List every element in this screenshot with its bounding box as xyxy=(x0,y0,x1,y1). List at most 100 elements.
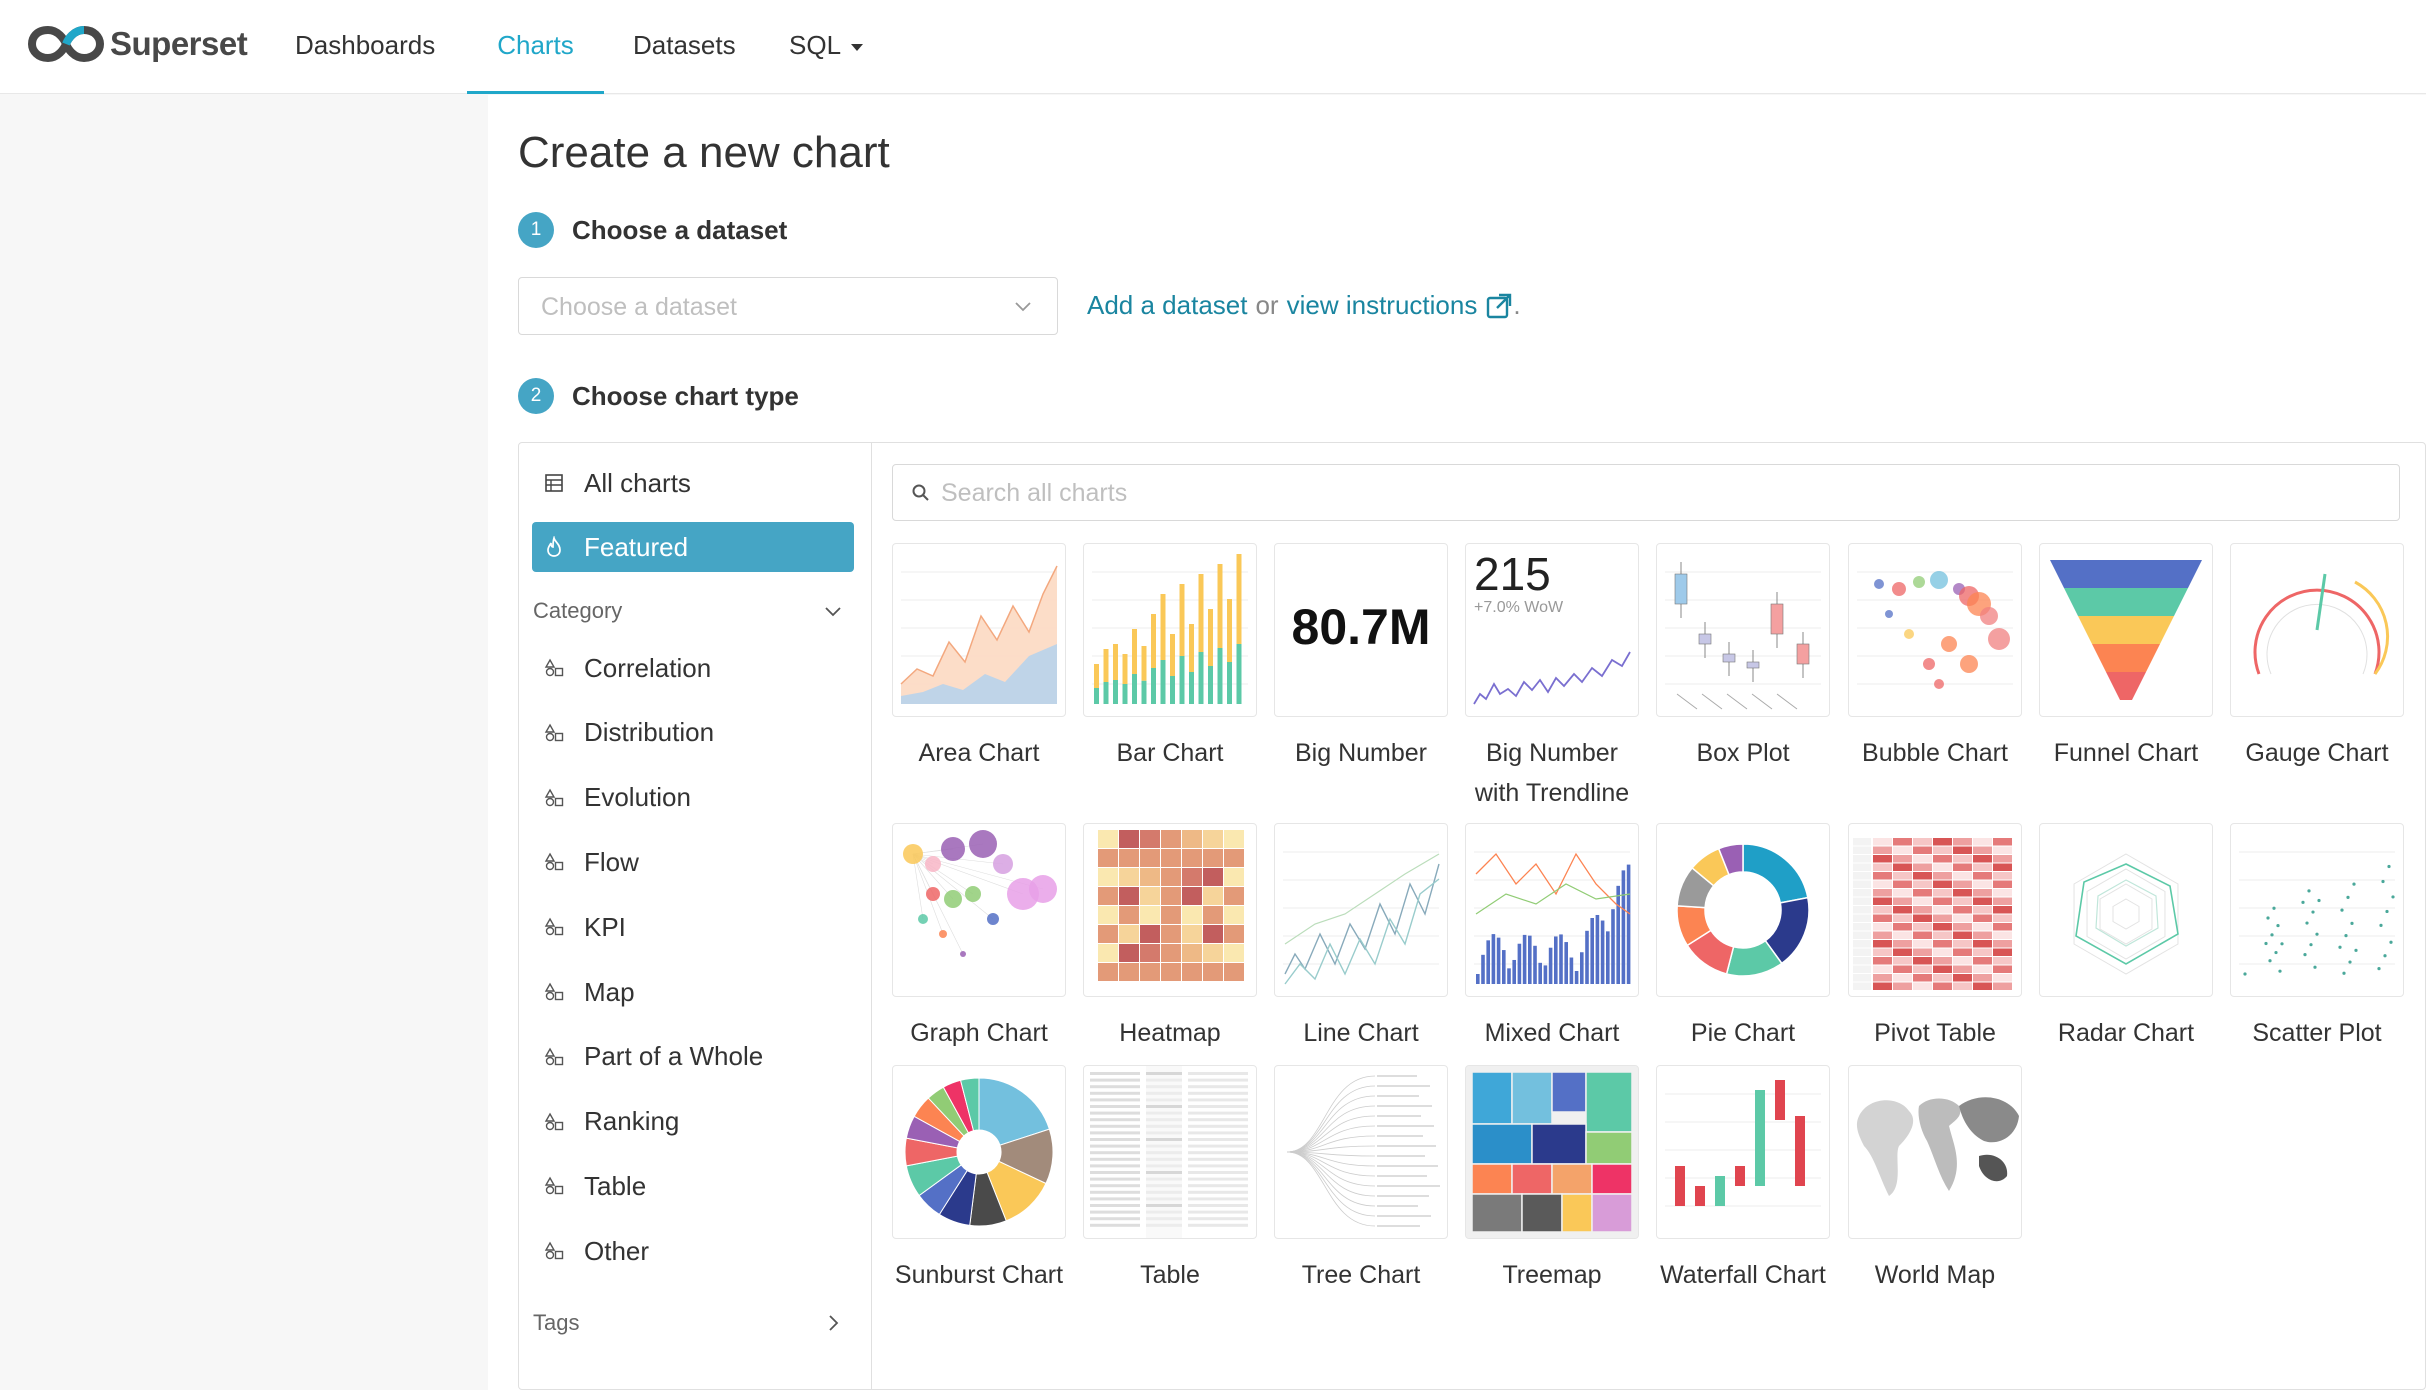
chart-thumbnail-trendline[interactable]: 215 +7.0% WoW xyxy=(1465,543,1639,717)
chart-card-label: Pie Chart xyxy=(1690,1019,1796,1047)
view-instructions-link[interactable]: view instructions xyxy=(1286,290,1478,320)
sidebar-item-label: Distribution xyxy=(584,717,715,748)
chart-card-table[interactable]: Table xyxy=(1083,1065,1257,1295)
sidebar-item-label: Map xyxy=(584,976,635,1007)
chart-card-funnel[interactable]: Funnel Chart xyxy=(2039,543,2213,773)
chart-thumbnail-funnel[interactable] xyxy=(2039,543,2213,717)
nav-sql[interactable]: SQL xyxy=(789,0,864,94)
step-number-1: 1 xyxy=(518,212,554,248)
nav-dashboards[interactable]: Dashboards xyxy=(295,30,436,60)
sidebar-item-category[interactable]: Flow xyxy=(532,837,854,887)
sidebar-item-category[interactable]: KPI xyxy=(532,902,854,952)
trendline-value: 215 xyxy=(1474,548,1551,600)
chart-thumbnail-scatter[interactable] xyxy=(2230,823,2404,997)
category-icon xyxy=(542,1239,566,1263)
chart-card-bar[interactable]: Bar Chart xyxy=(1083,543,1257,773)
chart-thumbnail-radar[interactable] xyxy=(2039,823,2213,997)
chart-thumbnail-waterfall[interactable] xyxy=(1656,1065,1830,1239)
chart-card-heatmap[interactable]: Heatmap xyxy=(1083,823,1257,1053)
superset-logo-icon xyxy=(28,25,104,63)
chart-thumbnail-heatmap[interactable] xyxy=(1083,823,1257,997)
chart-card-bubble[interactable]: Bubble Chart xyxy=(1848,543,2022,773)
sidebar-item-category[interactable]: Ranking xyxy=(532,1097,854,1147)
chart-card-graph[interactable]: Graph Chart xyxy=(892,823,1066,1053)
chart-thumbnail-gauge[interactable] xyxy=(2230,543,2404,717)
category-heading-label: Category xyxy=(533,598,623,623)
chart-thumbnail-pie[interactable] xyxy=(1656,823,1830,997)
chart-thumbnail-worldmap[interactable] xyxy=(1848,1065,2022,1239)
trendline-change: +7.0% WoW xyxy=(1474,599,1564,616)
chart-card-label: Heatmap xyxy=(1119,1019,1221,1047)
chart-card-treemap[interactable]: Treemap xyxy=(1465,1065,1639,1295)
category-heading[interactable]: Category xyxy=(533,598,843,624)
sidebar-item-category[interactable]: Evolution xyxy=(532,773,854,823)
chart-thumbnail-line[interactable] xyxy=(1274,823,1448,997)
chart-card-mixed[interactable]: Mixed Chart xyxy=(1465,823,1639,1053)
chart-card-label: Scatter Plot xyxy=(2252,1019,2382,1047)
nav-datasets[interactable]: Datasets xyxy=(633,30,736,60)
chart-card-waterfall[interactable]: Waterfall Chart xyxy=(1656,1065,1830,1295)
chart-search-input[interactable]: Search all charts xyxy=(892,464,2400,521)
chart-card-label: Table xyxy=(1140,1261,1200,1289)
chart-card-label: Radar Chart xyxy=(2057,1019,2195,1047)
chart-card-pivot[interactable]: Pivot Table xyxy=(1848,823,2022,1053)
chart-thumbnail-pivot[interactable] xyxy=(1848,823,2022,997)
chart-thumbnail-bar[interactable] xyxy=(1083,543,1257,717)
sidebar-item-featured[interactable]: Featured xyxy=(532,522,854,572)
chart-thumbnail-bubble[interactable] xyxy=(1848,543,2022,717)
sidebar-item-label: All charts xyxy=(584,467,691,498)
external-link-icon[interactable] xyxy=(1485,292,1513,320)
chart-card-box[interactable]: Box Plot xyxy=(1656,543,1830,773)
chart-card-label: Bubble Chart xyxy=(1862,739,2008,767)
sidebar-item-category[interactable]: Correlation xyxy=(532,643,854,693)
dataset-select-placeholder: Choose a dataset xyxy=(541,293,737,321)
chart-card-line[interactable]: Line Chart xyxy=(1274,823,1448,1053)
chart-card-pie[interactable]: Pie Chart xyxy=(1656,823,1830,1053)
chart-thumbnail-box[interactable] xyxy=(1656,543,1830,717)
chart-card-worldmap[interactable]: World Map xyxy=(1848,1065,2022,1295)
dataset-select[interactable]: Choose a dataset xyxy=(518,277,1058,335)
tags-heading[interactable]: Tags xyxy=(533,1310,843,1336)
chart-card-bignumber[interactable]: 80.7M Big Number xyxy=(1274,543,1448,773)
chart-card-label: Waterfall Chart xyxy=(1660,1261,1826,1289)
or-text: or xyxy=(1255,290,1279,320)
chart-card-gauge[interactable]: Gauge Chart xyxy=(2230,543,2404,773)
chart-card-label: Treemap xyxy=(1502,1261,1602,1289)
category-icon xyxy=(542,1110,566,1134)
chart-thumbnail-bignumber[interactable]: 80.7M xyxy=(1274,543,1448,717)
chevron-right-icon xyxy=(829,1315,839,1331)
sidebar-item-category[interactable]: Map xyxy=(532,967,854,1017)
chart-thumbnail-table[interactable] xyxy=(1083,1065,1257,1239)
sidebar-item-category[interactable]: Table xyxy=(532,1161,854,1211)
chart-card-area[interactable]: Area Chart xyxy=(892,543,1066,773)
chart-thumbnail-tree[interactable] xyxy=(1274,1065,1448,1239)
step-label-dataset: Choose a dataset xyxy=(572,214,788,245)
sidebar-item-label: Part of a Whole xyxy=(584,1041,764,1072)
chart-card-label: Gauge Chart xyxy=(2245,739,2389,767)
sidebar-item-category[interactable]: Part of a Whole xyxy=(532,1032,854,1082)
chart-card-label: Pivot Table xyxy=(1874,1019,1996,1047)
fire-icon xyxy=(542,535,566,559)
sidebar-item-category[interactable]: Distribution xyxy=(532,708,854,758)
chart-thumbnail-graph[interactable] xyxy=(892,823,1066,997)
chart-card-trendline[interactable]: 215 +7.0% WoW Big Number with Trendline xyxy=(1465,543,1639,813)
sidebar-item-all-charts[interactable]: All charts xyxy=(532,458,854,508)
search-placeholder: Search all charts xyxy=(941,479,1128,507)
chart-card-sunburst[interactable]: Sunburst Chart xyxy=(892,1065,1066,1295)
sidebar-item-label: Ranking xyxy=(584,1106,680,1137)
nav-charts[interactable]: Charts xyxy=(467,0,604,94)
chart-card-scatter[interactable]: Scatter Plot xyxy=(2230,823,2404,1053)
chart-thumbnail-treemap[interactable] xyxy=(1465,1065,1639,1239)
chart-card-tree[interactable]: Tree Chart xyxy=(1274,1065,1448,1295)
chart-card-label: Graph Chart xyxy=(910,1019,1048,1047)
table-icon xyxy=(542,471,566,495)
chart-thumbnail-sunburst[interactable] xyxy=(892,1065,1066,1239)
add-dataset-link[interactable]: Add a dataset xyxy=(1087,290,1248,320)
superset-logo[interactable]: Superset xyxy=(28,22,248,66)
chart-thumbnail-area[interactable] xyxy=(892,543,1066,717)
chart-card-radar[interactable]: Radar Chart xyxy=(2039,823,2213,1053)
dataset-links: Add a dataset or view instructions . xyxy=(1087,290,1521,320)
chart-thumbnail-mixed[interactable] xyxy=(1465,823,1639,997)
chart-card-label: Funnel Chart xyxy=(2053,739,2199,767)
sidebar-item-category[interactable]: Other xyxy=(532,1226,854,1276)
